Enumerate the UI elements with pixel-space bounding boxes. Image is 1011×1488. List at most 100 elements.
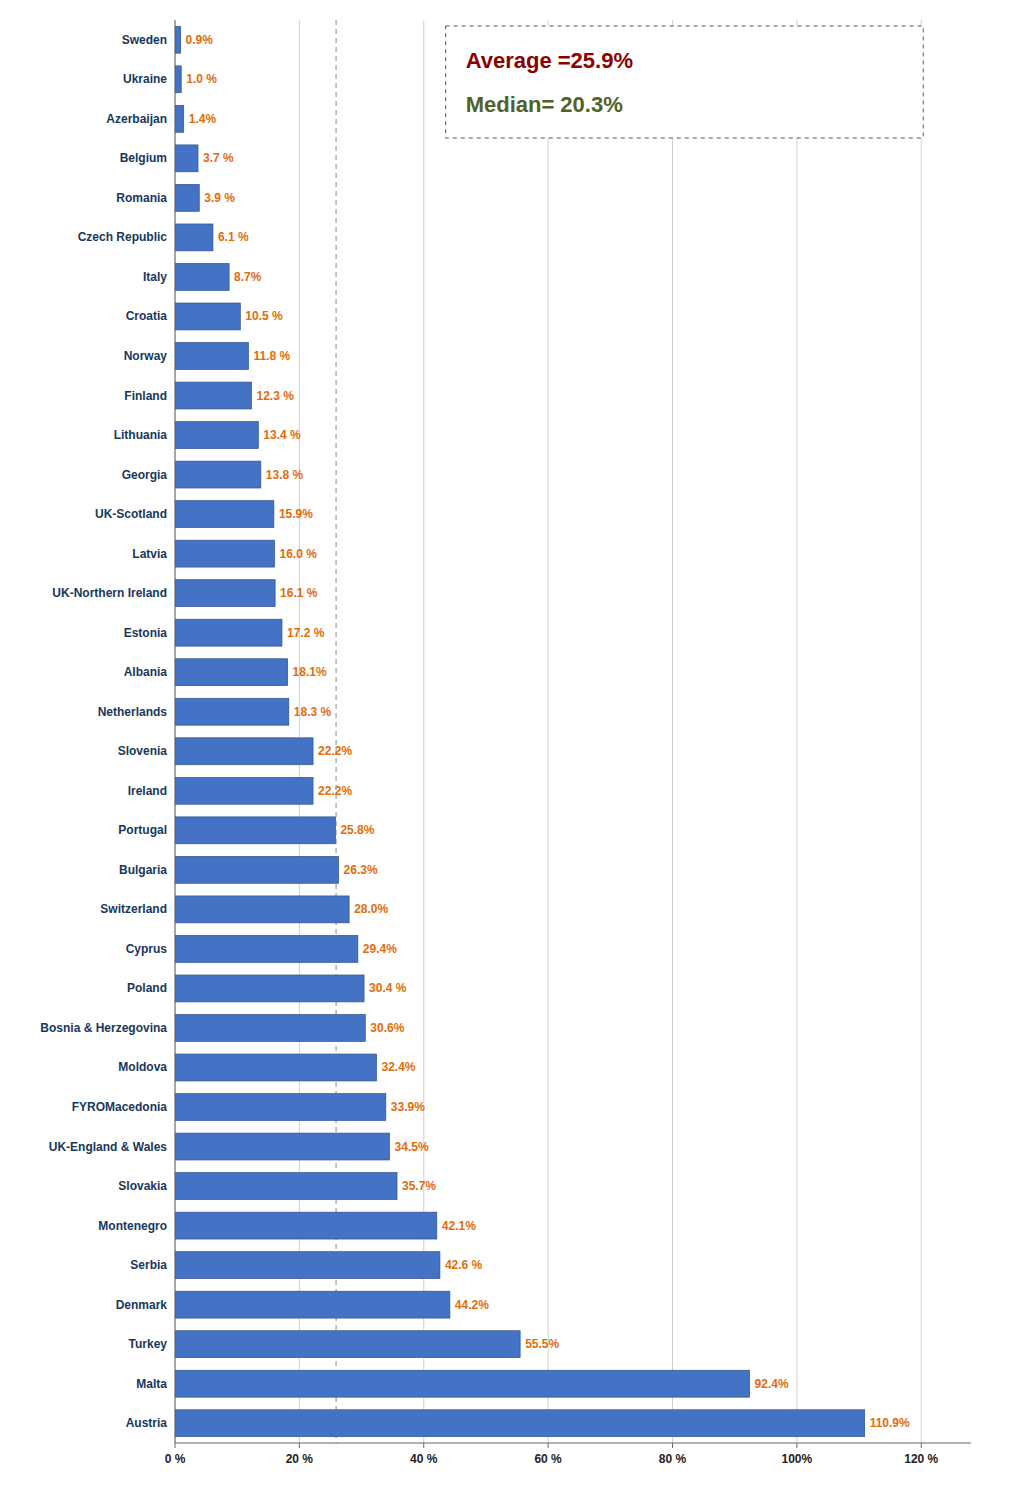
data-label: 3.7 % (203, 151, 234, 165)
data-label: 32.4% (381, 1060, 415, 1074)
category-label: Netherlands (98, 705, 168, 719)
category-label: UK-Northern Ireland (52, 586, 167, 600)
data-label: 18.3 % (294, 705, 332, 719)
data-label: 16.0 % (280, 547, 318, 561)
data-label: 17.2 % (287, 626, 325, 640)
data-label: 18.1% (293, 665, 327, 679)
bar (175, 1252, 440, 1279)
annotation: Median= 20.3% (466, 92, 623, 117)
category-label: Azerbaijan (106, 112, 167, 126)
grid-line (175, 20, 176, 1443)
tick-mark (423, 1443, 424, 1448)
tick-mark (796, 1443, 797, 1448)
bar (175, 975, 364, 1002)
category-label: FYROMacedonia (72, 1100, 168, 1114)
bar (175, 343, 248, 370)
bar (175, 66, 181, 93)
data-label: 11.8 % (253, 349, 290, 363)
grid-line (548, 20, 549, 1443)
category-label: Belgium (120, 151, 167, 165)
y-axis (175, 20, 176, 1443)
data-label: 13.8 % (266, 468, 304, 482)
data-label: 42.6 % (445, 1258, 483, 1272)
bar (175, 1291, 450, 1318)
data-label: 8.7% (234, 270, 262, 284)
category-label: UK-Scotland (95, 507, 167, 521)
bar (175, 1133, 390, 1160)
category-label: Serbia (130, 1258, 167, 1272)
data-label: 30.4 % (369, 981, 407, 995)
bar (175, 422, 258, 449)
bar (175, 184, 199, 211)
bar (175, 263, 229, 290)
category-label: Slovakia (118, 1179, 167, 1193)
bar (175, 738, 313, 765)
category-label: Georgia (122, 468, 168, 482)
annotation: Average =25.9% (466, 48, 633, 73)
bar (175, 777, 313, 804)
tick-mark (299, 1443, 300, 1448)
tick-label: 120 % (904, 1452, 938, 1466)
category-label: Romania (116, 191, 167, 205)
chart: 0 %20 %40 %60 %80 %100%120 %SwedenUkrain… (0, 0, 1011, 1488)
data-label: 3.9 % (204, 191, 235, 205)
bar (175, 224, 213, 251)
category-label: Estonia (124, 626, 168, 640)
bar (175, 1173, 397, 1200)
bar (175, 145, 198, 172)
category-label: Montenegro (98, 1219, 167, 1233)
category-label: UK-England & Wales (49, 1140, 168, 1154)
data-label: 28.0% (354, 902, 388, 916)
data-label: 44.2% (455, 1298, 489, 1312)
data-label: 29.4% (363, 942, 397, 956)
data-label: 6.1 % (218, 230, 249, 244)
data-label: 33.9% (391, 1100, 425, 1114)
category-label: Malta (136, 1377, 167, 1391)
tick-label: 80 % (659, 1452, 687, 1466)
category-label: Switzerland (100, 902, 167, 916)
bar (175, 105, 184, 132)
bar (175, 817, 335, 844)
tick-label: 60 % (534, 1452, 562, 1466)
category-label: Czech Republic (78, 230, 168, 244)
data-label: 92.4% (755, 1377, 789, 1391)
tick-mark (175, 1443, 176, 1448)
bar (175, 303, 240, 330)
grid-line (672, 20, 673, 1443)
bar (175, 501, 274, 528)
tick-label: 40 % (410, 1452, 438, 1466)
data-label: 1.0 % (186, 72, 217, 86)
category-label: Cyprus (126, 942, 168, 956)
data-label: 25.8% (340, 823, 374, 837)
bars (175, 26, 865, 1436)
tick-label: 100% (782, 1452, 813, 1466)
category-label: Austria (126, 1416, 168, 1430)
data-label: 42.1% (442, 1219, 476, 1233)
data-label: 26.3% (344, 863, 378, 877)
bar (175, 1370, 750, 1397)
tick-mark (672, 1443, 673, 1448)
data-label: 30.6% (370, 1021, 404, 1035)
bar (175, 1094, 386, 1121)
bar (175, 935, 358, 962)
data-label: 55.5% (525, 1337, 559, 1351)
category-label: Finland (124, 389, 167, 403)
category-label: Albania (124, 665, 168, 679)
bar (175, 1331, 520, 1358)
data-label: 10.5 % (245, 309, 283, 323)
grid (175, 20, 921, 1443)
category-label: Sweden (122, 33, 167, 47)
grid-line (921, 20, 922, 1443)
tick-mark (921, 1443, 922, 1448)
category-label: Moldova (118, 1060, 167, 1074)
category-label: Denmark (116, 1298, 168, 1312)
x-axis (175, 1443, 971, 1444)
category-label: Poland (127, 981, 167, 995)
data-label: 0.9% (186, 33, 214, 47)
data-label: 1.4% (189, 112, 217, 126)
bar (175, 1054, 376, 1081)
category-label: Norway (124, 349, 168, 363)
category-label: Bosnia & Herzegovina (40, 1021, 167, 1035)
data-label: 13.4 % (263, 428, 301, 442)
bar (175, 1015, 365, 1042)
